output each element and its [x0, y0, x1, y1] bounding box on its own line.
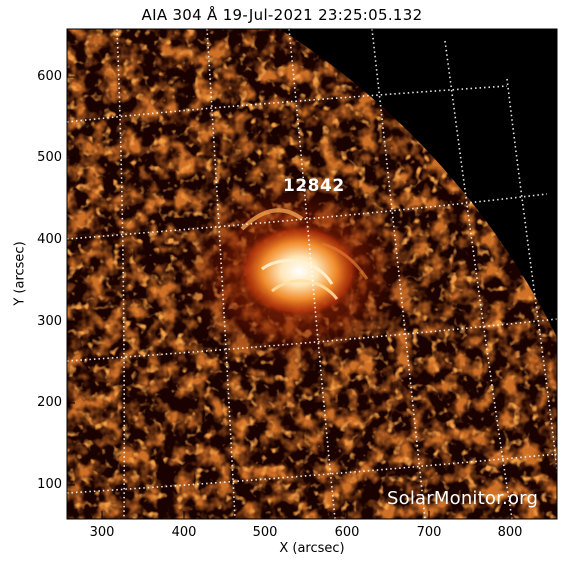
- y-tick-label: 400: [37, 232, 62, 247]
- watermark-text: SolarMonitor.org: [387, 488, 539, 509]
- image-title: AIA 304 Å 19-Jul-2021 23:25:05.132: [141, 6, 423, 24]
- x-tick-label: 400: [171, 525, 197, 540]
- y-tick-label: 300: [37, 314, 62, 329]
- x-tick-label: 800: [497, 525, 523, 540]
- solar-image-panel: [67, 29, 557, 519]
- x-tick-label: 600: [334, 525, 360, 540]
- y-tick-label: 500: [37, 150, 62, 165]
- y-tick-label: 200: [37, 395, 62, 410]
- active-region-label: 12842: [283, 176, 345, 196]
- x-tick-label: 500: [252, 525, 278, 540]
- solar-image: [67, 29, 557, 519]
- x-tick-label: 300: [89, 525, 115, 540]
- y-tick-label: 100: [37, 477, 62, 492]
- coordinate-grid: [67, 29, 557, 519]
- y-axis-label: Y (arcsec): [12, 241, 28, 306]
- x-axis-label: X (arcsec): [279, 541, 345, 556]
- y-tick-label: 600: [37, 69, 62, 84]
- x-tick-label: 700: [416, 525, 442, 540]
